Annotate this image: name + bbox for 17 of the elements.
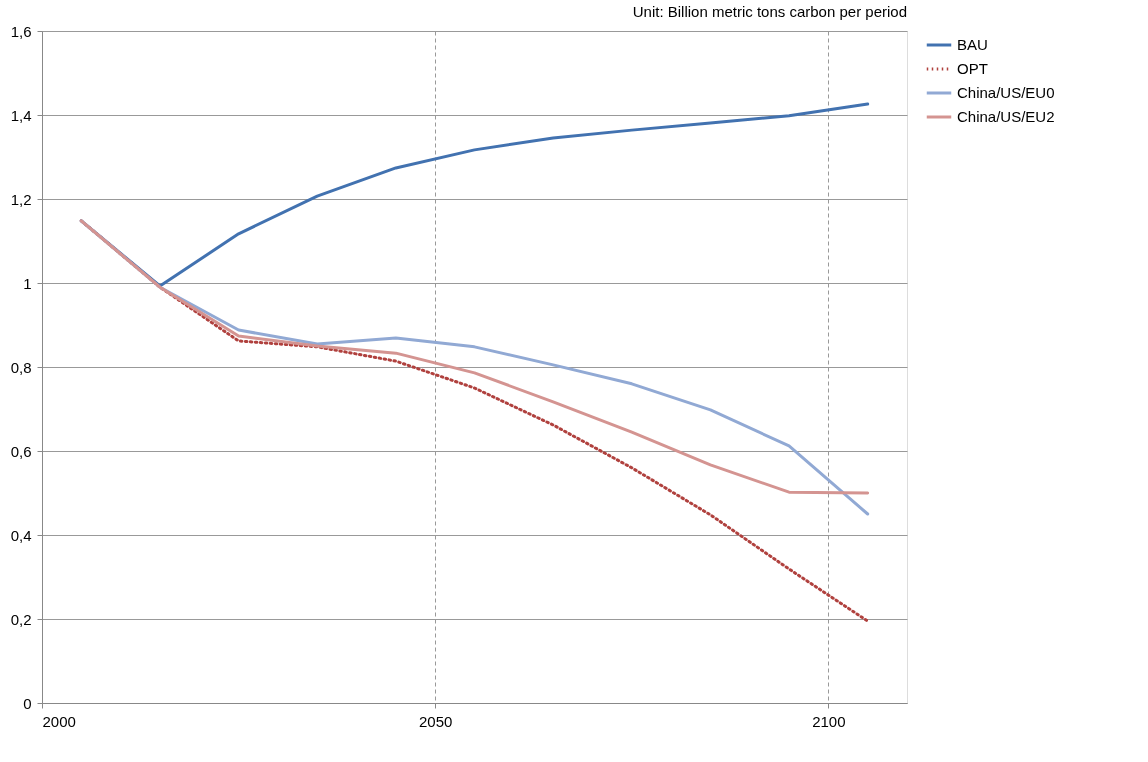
y-tick-label: 1,4 — [10, 106, 32, 124]
legend-label: BAU — [957, 36, 988, 53]
y-tick-label: 1,6 — [10, 22, 32, 40]
y-tick-label: 0,8 — [10, 358, 32, 376]
y-tick-label: 0 — [23, 694, 32, 712]
x-tick-label: 2100 — [812, 712, 846, 730]
legend-label: China/US/EU2 — [957, 108, 1055, 125]
text: Unit: Billion metric tons carbon per period — [632, 3, 907, 20]
legend-label: OPT — [957, 60, 988, 77]
x-tick-label: 2050 — [418, 712, 453, 730]
y-tick-label: 1 — [23, 274, 32, 292]
legend-label: China/US/EU0 — [957, 84, 1055, 101]
y-tick-label: 1,2 — [10, 190, 32, 208]
y-tick-label: 0,6 — [10, 442, 32, 460]
y-tick-label: 0,2 — [10, 610, 32, 628]
x-tick-label: 2000 — [42, 712, 76, 730]
y-tick-label: 0,4 — [10, 526, 32, 544]
